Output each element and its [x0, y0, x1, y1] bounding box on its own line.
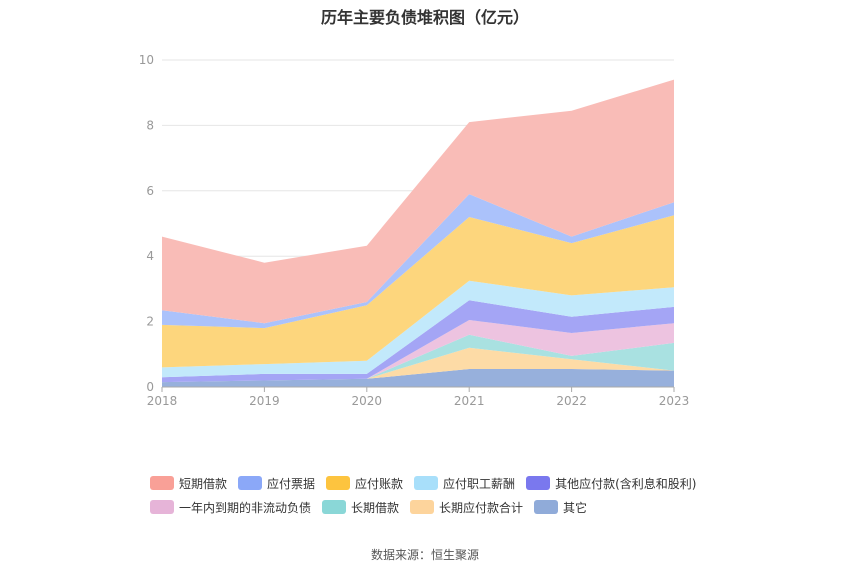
- area-series: [162, 369, 674, 387]
- legend: 短期借款 应付票据 应付账款 应付职工薪酬 其他应付款(含利息和股利) 一年内到期的非流…: [150, 472, 750, 520]
- legend-swatch: [322, 500, 347, 514]
- legend-label: 应付账款: [355, 476, 404, 491]
- legend-item[interactable]: 其它: [534, 499, 587, 516]
- x-tick-label: 2023: [659, 394, 690, 408]
- legend-swatch: [326, 476, 351, 490]
- area-series: [162, 194, 674, 329]
- stacked-area-chart: 0 2 4 6 8 10 2018 2019 2020 2021 2022 2023: [139, 53, 690, 408]
- legend-swatch: [534, 500, 559, 514]
- legend-swatch: [150, 476, 174, 490]
- y-tick-label: 0: [146, 380, 154, 394]
- legend-label: 长期借款: [351, 500, 400, 515]
- legend-swatch: [414, 476, 439, 490]
- y-tick-label: 8: [146, 118, 154, 132]
- x-tick-label: 2019: [249, 394, 280, 408]
- legend-item[interactable]: 应付职工薪酬: [414, 475, 515, 492]
- legend-item[interactable]: 长期应付款合计: [410, 499, 523, 516]
- legend-swatch: [150, 500, 174, 514]
- legend-label: 应付票据: [267, 476, 316, 491]
- legend-row: 一年内到期的非流动负债 长期借款 长期应付款合计 其它: [150, 496, 750, 518]
- legend-label: 一年内到期的非流动负债: [179, 500, 312, 515]
- legend-swatch: [238, 476, 263, 490]
- legend-label: 其它: [563, 500, 588, 515]
- area-series: [162, 79, 674, 324]
- legend-label: 其他应付款(含利息和股利): [555, 476, 697, 491]
- legend-swatch: [410, 500, 435, 514]
- source-note: 数据来源：恒生聚源: [370, 548, 479, 562]
- legend-label: 短期借款: [179, 476, 228, 491]
- area-series: [162, 300, 674, 383]
- legend-item[interactable]: 一年内到期的非流动负债: [150, 499, 311, 516]
- x-tick-label: 2021: [454, 394, 485, 408]
- chart-title: 历年主要负债堆积图（亿元）: [320, 8, 529, 27]
- legend-item[interactable]: 应付票据: [238, 475, 315, 492]
- area-series: [162, 320, 674, 383]
- y-tick-label: 4: [146, 249, 154, 263]
- x-tick-label: 2018: [147, 394, 178, 408]
- area-series: [162, 347, 674, 383]
- area-series: [162, 280, 674, 378]
- legend-item[interactable]: 其他应付款(含利息和股利): [526, 475, 696, 492]
- legend-item[interactable]: 长期借款: [322, 499, 399, 516]
- legend-swatch: [526, 476, 551, 490]
- axes: 0 2 4 6 8 10 2018 2019 2020 2021 2022 2023: [139, 53, 690, 408]
- x-tick-label: 2022: [556, 394, 587, 408]
- area-series: [162, 215, 674, 368]
- legend-item[interactable]: 短期借款: [150, 475, 227, 492]
- series-areas: [162, 79, 674, 387]
- legend-row: 短期借款 应付票据 应付账款 应付职工薪酬 其他应付款(含利息和股利): [150, 472, 750, 494]
- area-series: [162, 334, 674, 383]
- y-tick-label: 2: [146, 315, 154, 329]
- legend-item[interactable]: 应付账款: [326, 475, 403, 492]
- x-tick-label: 2020: [352, 394, 383, 408]
- y-tick-label: 6: [146, 184, 154, 198]
- legend-label: 应付职工薪酬: [443, 476, 516, 491]
- legend-label: 长期应付款合计: [439, 500, 524, 515]
- y-tick-label: 10: [139, 53, 154, 67]
